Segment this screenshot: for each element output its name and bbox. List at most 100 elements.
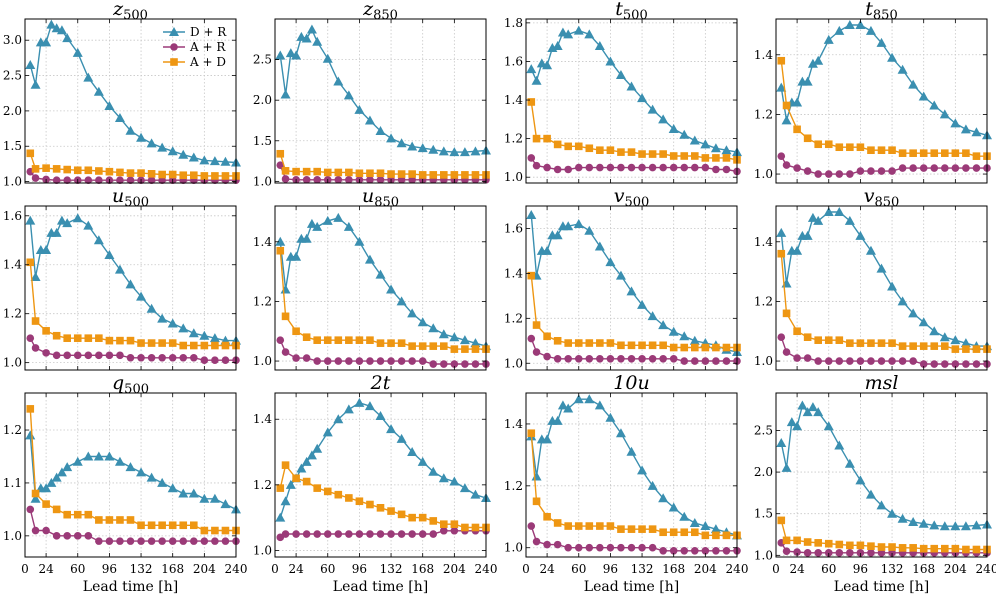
data-point-a-d bbox=[648, 525, 657, 533]
data-point-a-d bbox=[126, 336, 135, 345]
data-point-a-d bbox=[116, 516, 124, 524]
data-point-d-r bbox=[114, 456, 125, 466]
data-point-d-r bbox=[146, 303, 157, 313]
x-tick-label: 96 bbox=[352, 562, 367, 576]
data-point-a-r bbox=[909, 164, 917, 172]
data-point-a-r bbox=[84, 532, 93, 540]
data-point-a-d bbox=[450, 345, 459, 353]
data-point-a-d bbox=[909, 544, 917, 552]
data-point-a-d bbox=[52, 505, 61, 514]
data-point-d-r bbox=[125, 125, 136, 135]
data-point-d-r bbox=[157, 477, 168, 487]
data-point-d-r bbox=[136, 291, 147, 301]
data-point-a-r bbox=[606, 163, 615, 172]
plot-frame bbox=[24, 392, 237, 558]
x-tick-label: 168 bbox=[912, 562, 935, 576]
data-point-d-r bbox=[823, 34, 834, 44]
data-point-a-r bbox=[638, 543, 646, 552]
data-point-a-d bbox=[95, 167, 103, 175]
data-point-d-r bbox=[563, 221, 574, 231]
data-point-a-d bbox=[930, 149, 939, 157]
data-point-a-r bbox=[281, 348, 290, 356]
data-point-a-d bbox=[31, 165, 40, 173]
data-point-d-r bbox=[136, 467, 147, 477]
data-point-a-d bbox=[313, 336, 321, 344]
data-point-a-r bbox=[313, 530, 322, 538]
data-point-a-r bbox=[527, 154, 536, 162]
data-point-d-r bbox=[918, 518, 929, 528]
data-point-d-r bbox=[343, 404, 354, 414]
y-tick-label: 1.5 bbox=[3, 139, 22, 153]
data-point-a-r bbox=[126, 176, 135, 184]
data-point-d-r bbox=[887, 52, 898, 62]
data-point-d-r bbox=[876, 500, 887, 510]
data-point-a-r bbox=[824, 170, 833, 178]
data-point-a-r bbox=[782, 348, 791, 356]
data-point-a-d bbox=[564, 339, 572, 347]
data-point-d-r bbox=[386, 424, 397, 434]
data-point-a-d bbox=[440, 342, 448, 350]
data-point-a-d bbox=[276, 149, 285, 158]
data-point-a-d bbox=[606, 522, 615, 530]
data-point-a-r bbox=[168, 537, 177, 545]
data-point-a-r bbox=[691, 163, 699, 172]
data-point-a-d bbox=[366, 500, 374, 509]
data-point-a-r bbox=[137, 353, 145, 362]
data-point-d-r bbox=[157, 313, 168, 323]
data-point-a-d bbox=[777, 516, 786, 525]
data-point-a-r bbox=[777, 152, 786, 160]
data-point-d-r bbox=[939, 332, 950, 342]
data-point-a-r bbox=[712, 165, 720, 174]
data-point-a-d bbox=[168, 339, 177, 347]
data-point-a-r bbox=[63, 176, 71, 184]
data-point-a-d bbox=[52, 165, 61, 173]
data-point-a-d bbox=[585, 144, 594, 153]
data-point-d-r bbox=[594, 241, 605, 251]
data-point-a-d bbox=[835, 540, 844, 549]
data-point-a-r bbox=[669, 354, 678, 363]
data-point-a-d bbox=[898, 544, 907, 552]
data-point-d-r bbox=[605, 412, 616, 422]
data-point-a-d bbox=[930, 342, 939, 350]
data-point-a-d bbox=[471, 345, 480, 353]
data-point-a-r bbox=[941, 360, 949, 368]
x-tick-label: 96 bbox=[853, 562, 868, 576]
data-point-d-r bbox=[306, 24, 317, 34]
legend-marker-d-r bbox=[169, 27, 179, 36]
data-point-a-r bbox=[52, 176, 61, 184]
data-point-a-r bbox=[418, 357, 427, 365]
data-point-a-r bbox=[680, 163, 689, 172]
data-point-a-d bbox=[638, 341, 646, 350]
y-tick-label: 1.6 bbox=[504, 221, 523, 235]
data-point-a-r bbox=[627, 354, 636, 363]
data-point-a-d bbox=[596, 522, 604, 530]
data-point-d-r bbox=[584, 225, 595, 235]
data-point-a-r bbox=[972, 164, 981, 172]
y-tick-label: 1.4 bbox=[754, 48, 773, 62]
data-point-a-d bbox=[179, 171, 188, 180]
data-point-d-r bbox=[312, 443, 323, 453]
data-point-a-d bbox=[345, 494, 353, 502]
data-point-a-r bbox=[659, 163, 667, 172]
y-tick-label: 1.1 bbox=[3, 476, 22, 490]
data-point-a-d bbox=[680, 152, 689, 160]
data-point-d-r bbox=[802, 76, 813, 86]
data-point-a-r bbox=[543, 352, 551, 361]
data-point-a-r bbox=[334, 530, 343, 538]
data-point-d-r bbox=[710, 143, 721, 153]
data-point-d-r bbox=[459, 335, 470, 345]
data-point-d-r bbox=[960, 124, 971, 134]
y-tick-label: 2.5 bbox=[754, 423, 773, 437]
panel-8: 1.0 1.2 1.4 v850 bbox=[754, 185, 992, 371]
data-point-d-r bbox=[285, 479, 296, 489]
data-point-a-d bbox=[777, 56, 786, 65]
data-point-d-r bbox=[285, 48, 296, 58]
data-point-a-d bbox=[627, 148, 636, 156]
panel-3: 1.0 1.2 1.4 1.6 1.8 t500 bbox=[504, 0, 742, 184]
x-tick-label: 132 bbox=[130, 562, 153, 576]
data-point-a-r bbox=[648, 543, 657, 552]
data-point-d-r bbox=[908, 79, 919, 89]
data-point-a-r bbox=[31, 344, 40, 352]
data-point-d-r bbox=[220, 156, 231, 166]
